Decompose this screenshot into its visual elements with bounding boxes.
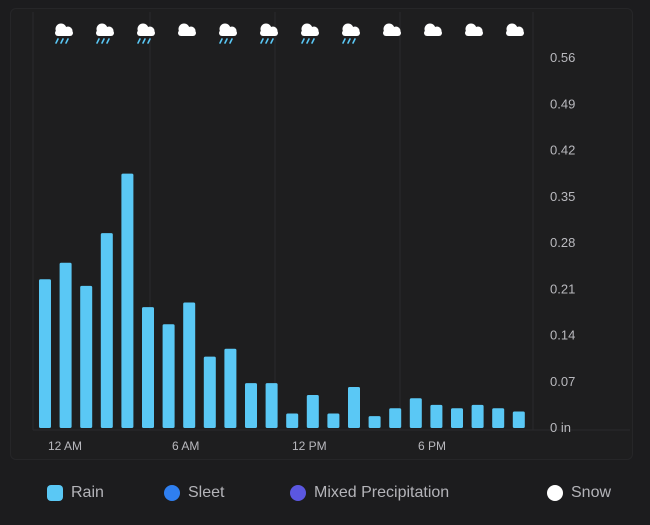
rain-cloud-icon	[219, 23, 237, 44]
bar	[224, 348, 237, 428]
y-axis-labels: 0.56 0.49 0.42 0.35 0.28 0.21 0.14 0.07 0 in	[550, 50, 575, 435]
cloud-icon	[506, 23, 524, 36]
precipitation-chart-panel	[10, 8, 633, 460]
bar	[183, 302, 196, 428]
y-tick-label: 0.28	[550, 235, 575, 250]
bar	[265, 383, 278, 428]
legend-label-sleet: Sleet	[188, 484, 225, 501]
x-tick-label: 12 PM	[292, 439, 327, 453]
legend-item-sleet: Sleet	[164, 483, 224, 503]
legend-label-snow: Snow	[571, 484, 612, 501]
bar-series-rain	[39, 173, 525, 428]
bar	[39, 279, 51, 428]
rain-cloud-icon	[301, 23, 319, 44]
bar	[471, 404, 484, 428]
sleet-swatch	[164, 485, 180, 501]
bar	[306, 395, 319, 428]
cloud-icon	[383, 23, 401, 36]
x-tick-label: 6 AM	[172, 439, 199, 453]
cloud-icon	[465, 23, 483, 36]
y-tick-label: 0 in	[550, 420, 571, 435]
bar	[348, 387, 360, 428]
bar	[327, 413, 340, 428]
x-tick-label: 12 AM	[48, 439, 82, 453]
cloud-icon	[424, 23, 442, 36]
rain-cloud-icon	[55, 23, 73, 44]
cloud-icon	[178, 23, 196, 36]
legend-item-snow: Snow	[547, 483, 611, 503]
bar	[409, 398, 422, 428]
bar	[80, 285, 93, 428]
y-tick-label: 0.49	[550, 96, 575, 111]
legend: Rain Sleet Mixed Precipitation Snow	[0, 470, 650, 520]
legend-label-mixed-precipitation: Mixed Precipitation	[314, 484, 450, 501]
bar	[121, 173, 134, 428]
bar	[59, 262, 72, 428]
x-axis-labels: 12 AM 6 AM 12 PM 6 PM	[48, 439, 446, 453]
y-tick-label: 0.21	[550, 281, 575, 296]
rain-cloud-icon	[342, 23, 360, 44]
bar	[512, 411, 525, 428]
bar	[286, 413, 299, 428]
y-tick-label: 0.42	[550, 143, 575, 158]
y-tick-label: 0.14	[550, 328, 575, 343]
bar	[245, 383, 257, 428]
legend-label-rain: Rain	[71, 484, 104, 501]
y-tick-label: 0.07	[550, 374, 575, 389]
bar	[492, 408, 505, 428]
y-tick-label: 0.56	[550, 50, 575, 65]
bar	[162, 324, 175, 428]
bar	[368, 416, 381, 428]
bar	[100, 233, 113, 428]
rain-cloud-icon	[260, 23, 278, 44]
weather-icon-row	[55, 23, 524, 44]
precipitation-chart: 0.56 0.49 0.42 0.35 0.28 0.21 0.14 0.07 0 in 12 …	[32, 12, 630, 453]
bar	[451, 408, 463, 428]
bar	[203, 356, 216, 428]
y-tick-label: 0.35	[550, 189, 575, 204]
x-tick-label: 6 PM	[418, 439, 446, 453]
legend-item-mixed-precipitation: Mixed Precipitation	[290, 483, 449, 503]
bar	[430, 404, 443, 428]
mixed-precipitation-swatch	[290, 485, 306, 501]
legend-item-rain: Rain	[47, 483, 104, 503]
bar	[389, 408, 402, 428]
bar	[142, 307, 154, 428]
rain-cloud-icon	[96, 23, 114, 44]
rain-cloud-icon	[137, 23, 155, 44]
rain-swatch	[47, 485, 63, 501]
snow-swatch	[547, 485, 563, 501]
